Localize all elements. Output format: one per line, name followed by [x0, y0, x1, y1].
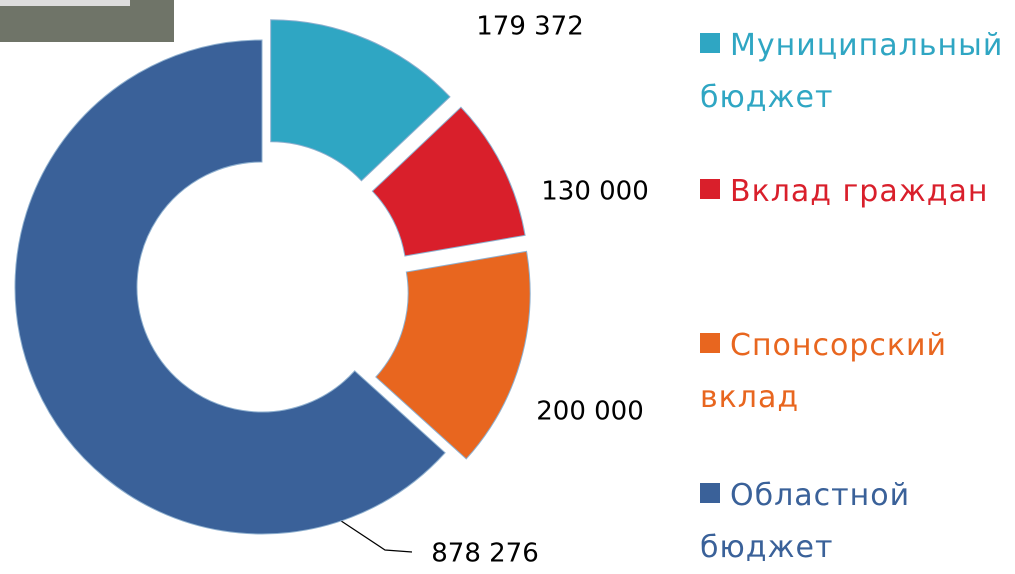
legend-swatch — [700, 333, 720, 353]
photo-fragment — [0, 0, 174, 42]
legend-swatch — [700, 33, 720, 53]
data-label: 878 276 — [431, 539, 539, 568]
legend-label: Спонсорский вклад — [700, 328, 947, 415]
legend-label: Вклад граждан — [730, 174, 989, 209]
legend-entry: Муниципальный бюджет — [700, 20, 1010, 124]
legend-label: Муниципальный бюджет — [700, 28, 1003, 115]
legend-swatch — [700, 179, 720, 199]
data-label: 179 372 — [476, 12, 584, 42]
legend-entry: Вклад граждан — [700, 166, 1010, 218]
legend-label: Областной бюджет — [700, 478, 910, 565]
data-label: 200 000 — [536, 397, 644, 427]
data-label: 130 000 — [541, 177, 649, 207]
photo-fragment — [0, 0, 130, 6]
page: 179 372130 000200 000878 276 (() => { co… — [0, 0, 1015, 567]
legend-entry: Областной бюджет — [700, 470, 1010, 574]
legend-entry: Спонсорский вклад — [700, 320, 1010, 424]
legend-swatch — [700, 483, 720, 503]
